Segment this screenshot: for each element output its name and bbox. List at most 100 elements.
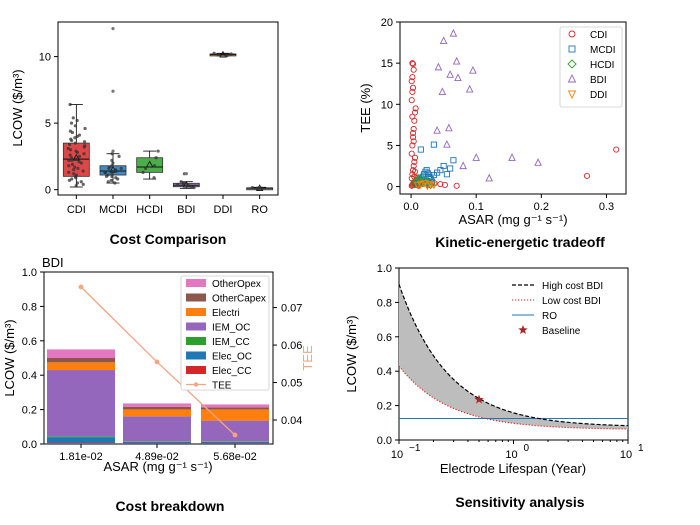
legend-swatch-elec_oc (186, 351, 206, 360)
scatter-point-bdi (465, 84, 474, 93)
legend-marker-bdi (567, 73, 577, 83)
legend-swatch-othercapex (186, 293, 206, 302)
uncertainty-band (399, 284, 628, 430)
scatter-point-bdi (452, 56, 461, 65)
bar-segment-elec_cc (123, 443, 191, 444)
legend-label-cdi: CDI (590, 30, 607, 41)
data-point (259, 186, 263, 190)
scatter-point-mcdi (450, 157, 457, 164)
legend-label-elec_cc: Elec_CC (212, 366, 251, 377)
scatter-point-cdi (409, 88, 416, 96)
scatter-point-cdi (411, 168, 419, 175)
cost-comparison-y-axis-label: LCOW ($/m³) (10, 69, 25, 146)
data-point (114, 176, 118, 180)
data-point (76, 166, 80, 170)
box-mean-marker (219, 50, 227, 58)
scatter-point-cdi (412, 105, 419, 112)
cost-comparison-points (66, 27, 263, 190)
tee-point (232, 432, 238, 438)
sensitivity-y-tick-label: 1.0 (377, 263, 392, 275)
scatter-point-bdi (438, 87, 447, 96)
kinetic-energetic-points (408, 28, 620, 191)
data-point (68, 102, 72, 107)
data-point (74, 176, 78, 180)
legend-label-bl: Baseline (542, 326, 581, 337)
scatter-point-cdi (411, 154, 419, 161)
sensitivity-panel: 0.0 0.2 0.4 0.6 0.8 1.0 10 −1 10 0 10 1 High cost B… (344, 263, 644, 510)
legend-label-ro: RO (542, 311, 557, 322)
scatter-point-cdi (408, 97, 415, 104)
sensitivity-y-tick-label: 0.0 (377, 435, 392, 447)
data-point (107, 166, 111, 170)
kinetic-energetic-x-tick-label: 0.3 (599, 201, 614, 213)
kinetic-energetic-title: Kinetic-energetic tradeoff (435, 234, 605, 250)
scatter-point-cdi (408, 78, 415, 85)
cost-breakdown-x-tick-label: 1.81e-02 (59, 451, 102, 463)
cost-breakdown-y-tick-label: 0.4 (22, 370, 37, 382)
scatter-point-cdi (409, 60, 417, 68)
data-point (113, 181, 117, 185)
kinetic-energetic-frame (399, 21, 627, 195)
legend-label-iem_cc: IEM_CC (212, 337, 250, 348)
legend-swatch-elec_cc (186, 366, 206, 374)
data-point (69, 121, 74, 125)
data-point (73, 124, 77, 128)
data-point (72, 172, 76, 176)
sensitivity-y-tick-label: 0.4 (377, 366, 392, 378)
legend-swatch-electri (186, 308, 206, 316)
scatter-point-mcdi (440, 162, 447, 170)
data-point (154, 156, 158, 160)
cost-breakdown-bars (47, 349, 269, 444)
data-point (72, 168, 76, 172)
legend-swatch-otheropex (186, 279, 206, 287)
cost-breakdown-y-tick-label: 0.6 (22, 336, 37, 348)
cost-breakdown-tee-axis-label: TEE (300, 345, 315, 371)
data-point (257, 186, 261, 190)
cost-breakdown-tee-line (78, 284, 238, 438)
legend-label-hcdi: HCDI (590, 60, 614, 71)
data-point (67, 158, 71, 162)
cost-breakdown-legend: OtherOpex OtherCapex Electri IEM_OC IEM_CC El… (180, 275, 270, 392)
legend-label-mcdi: MCDI (590, 45, 616, 56)
scatter-point-cdi (411, 158, 418, 165)
legend-marker-tee (193, 382, 199, 387)
box-mean-marker (145, 160, 154, 168)
cost-comparison-y-tick-label: 10 (39, 52, 51, 64)
scatter-point-mcdi (417, 146, 424, 153)
sensitivity-x-tick-exponent: −1 (409, 443, 421, 454)
scatter-point-cdi (410, 125, 417, 133)
data-point (67, 142, 72, 147)
sensitivity-legend: High cost BDI Low cost BDI RO Baseline (512, 281, 603, 337)
data-point (67, 170, 71, 174)
data-point (110, 152, 114, 156)
cost-breakdown-y-tick-label: 0.2 (22, 405, 37, 417)
cost-comparison-y-tick-label: 5 (45, 118, 51, 130)
data-point (117, 154, 121, 159)
cost-breakdown-title: Cost breakdown (116, 498, 225, 514)
data-point (77, 133, 82, 137)
bar-segment-otheropex (123, 403, 191, 407)
bar-segment-iem_oc (201, 420, 269, 442)
scatter-point-cdi (409, 167, 417, 174)
data-point (176, 182, 180, 186)
legend-label-electri: Electri (212, 308, 240, 319)
data-point (67, 164, 71, 168)
cost-breakdown-tee-tick-label: 0.04 (281, 415, 302, 427)
legend-label-lo: Low cost BDI (542, 296, 601, 307)
data-point (152, 176, 156, 180)
scatter-point-ddi (423, 182, 432, 191)
scatter-point-cdi (409, 60, 416, 67)
bar-segment-iem_cc (201, 441, 269, 442)
legend-marker-baseline (518, 325, 528, 335)
scatter-point-mcdi (430, 141, 437, 148)
scatter-point-mcdi (437, 167, 444, 174)
data-point (109, 178, 113, 182)
scatter-point-bdi (446, 70, 454, 78)
data-point (185, 183, 189, 187)
cost-breakdown-subtitle: BDI (42, 255, 64, 270)
data-point (110, 174, 114, 178)
data-point (182, 181, 186, 185)
cost-comparison-x-tick-label: BDI (177, 204, 195, 216)
cost-comparison-frame (57, 21, 279, 196)
scatter-point-ddi (413, 181, 422, 190)
